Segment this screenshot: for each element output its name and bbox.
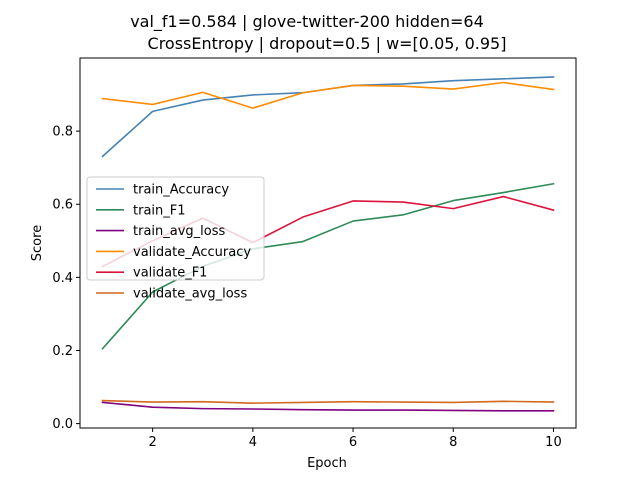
series-line-validate-accuracy xyxy=(101,81,555,109)
x-tick-label: 6 xyxy=(349,435,357,450)
x-axis-ticks: 2 4 6 8 10 xyxy=(149,428,562,450)
y-axis-ticks: 0.0 0.2 0.4 0.6 0.8 xyxy=(52,125,80,432)
y-axis-label: Score xyxy=(30,225,45,261)
y-tick-label: 0.6 xyxy=(52,198,73,213)
y-tick-label: 0.2 xyxy=(52,344,73,359)
series-line-train-avg-loss xyxy=(101,401,555,412)
plot-frame xyxy=(79,57,577,429)
legend-label: train_Accuracy xyxy=(133,183,229,198)
x-tick-label: 10 xyxy=(545,435,562,450)
legend-label: train_avg_loss xyxy=(133,224,226,239)
legend-label: validate_avg_loss xyxy=(133,287,247,302)
y-tick-label: 0.8 xyxy=(52,125,73,140)
legend-label: validate_Accuracy xyxy=(133,245,251,260)
x-tick-label: 4 xyxy=(249,435,257,450)
legend-box xyxy=(86,176,265,281)
x-tick-label: 8 xyxy=(449,435,457,450)
y-tick-label: 0.4 xyxy=(52,271,73,286)
series-line-validate-avg-loss xyxy=(101,399,555,404)
legend-label: validate_F1 xyxy=(133,266,207,281)
x-axis-label: Epoch xyxy=(307,456,347,471)
x-tick-label: 2 xyxy=(149,435,157,450)
legend: train_Accuracy train_F1 train_avg_lossvali… xyxy=(86,176,265,302)
chart-title-line-2: CrossEntropy | dropout=0.5 | w=[0.05, 0.… xyxy=(148,34,507,53)
legend-label: train_F1 xyxy=(133,203,186,218)
plot-area: 2 4 6 8 10 0.0 0.2 0.4 0.6 0.8 xyxy=(52,57,577,450)
y-tick-label: 0.0 xyxy=(52,417,73,432)
chart-title-line-1: val_f1=0.584 | glove-twitter-200 hidden=… xyxy=(130,12,484,32)
